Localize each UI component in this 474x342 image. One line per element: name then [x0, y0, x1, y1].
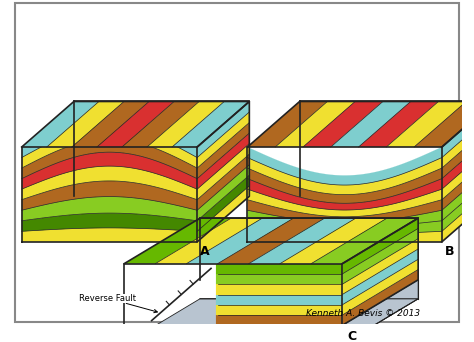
Polygon shape — [442, 165, 474, 221]
Polygon shape — [72, 102, 149, 147]
Polygon shape — [342, 218, 418, 274]
Polygon shape — [197, 112, 249, 168]
Polygon shape — [97, 102, 174, 147]
Polygon shape — [247, 189, 442, 217]
Polygon shape — [216, 274, 342, 284]
Polygon shape — [342, 280, 418, 342]
Polygon shape — [275, 102, 355, 147]
Polygon shape — [197, 102, 249, 158]
Polygon shape — [342, 228, 418, 284]
Polygon shape — [247, 168, 442, 203]
Text: Reverse Fault: Reverse Fault — [79, 294, 157, 313]
Polygon shape — [442, 186, 474, 242]
Polygon shape — [22, 181, 197, 210]
Text: A: A — [200, 245, 210, 258]
Polygon shape — [442, 133, 474, 189]
Polygon shape — [22, 139, 197, 179]
Polygon shape — [442, 122, 474, 179]
Polygon shape — [147, 102, 224, 147]
Polygon shape — [124, 325, 342, 342]
Polygon shape — [342, 259, 418, 315]
Polygon shape — [442, 144, 474, 200]
Polygon shape — [197, 175, 249, 231]
Polygon shape — [216, 284, 342, 294]
Polygon shape — [197, 186, 249, 242]
Polygon shape — [442, 154, 474, 210]
Polygon shape — [247, 221, 442, 234]
Text: Kenneth A. Bevis © 2013: Kenneth A. Bevis © 2013 — [306, 309, 420, 318]
Polygon shape — [124, 218, 231, 264]
Text: C: C — [347, 330, 356, 342]
Polygon shape — [197, 154, 249, 210]
Polygon shape — [442, 112, 474, 168]
Polygon shape — [122, 102, 199, 147]
Polygon shape — [22, 152, 197, 189]
Polygon shape — [197, 165, 249, 221]
Polygon shape — [22, 228, 197, 242]
Polygon shape — [311, 218, 418, 264]
Polygon shape — [331, 102, 410, 147]
Polygon shape — [342, 249, 418, 305]
Polygon shape — [197, 133, 249, 189]
Polygon shape — [280, 218, 387, 264]
Polygon shape — [442, 175, 474, 231]
Polygon shape — [22, 213, 197, 231]
Polygon shape — [197, 122, 249, 179]
Polygon shape — [442, 102, 474, 158]
Polygon shape — [247, 231, 442, 242]
Polygon shape — [47, 102, 124, 147]
Polygon shape — [155, 218, 262, 264]
Polygon shape — [216, 294, 342, 305]
Polygon shape — [216, 315, 342, 325]
Polygon shape — [22, 197, 197, 221]
Polygon shape — [124, 299, 418, 342]
Polygon shape — [414, 102, 474, 147]
Polygon shape — [186, 218, 293, 264]
Polygon shape — [303, 102, 383, 147]
Polygon shape — [247, 210, 442, 227]
Polygon shape — [247, 102, 328, 147]
Polygon shape — [386, 102, 466, 147]
Polygon shape — [172, 102, 249, 147]
Polygon shape — [216, 305, 342, 315]
Polygon shape — [22, 127, 197, 168]
Polygon shape — [218, 218, 325, 264]
Polygon shape — [342, 239, 418, 294]
Polygon shape — [22, 116, 197, 158]
Polygon shape — [249, 218, 356, 264]
Polygon shape — [22, 166, 197, 200]
Polygon shape — [216, 264, 342, 274]
Text: B: B — [445, 245, 454, 258]
Polygon shape — [342, 269, 418, 325]
Polygon shape — [247, 200, 442, 223]
Polygon shape — [197, 144, 249, 200]
Polygon shape — [247, 158, 442, 195]
Polygon shape — [247, 179, 442, 210]
Polygon shape — [358, 102, 438, 147]
Polygon shape — [22, 102, 99, 147]
Polygon shape — [247, 147, 442, 185]
